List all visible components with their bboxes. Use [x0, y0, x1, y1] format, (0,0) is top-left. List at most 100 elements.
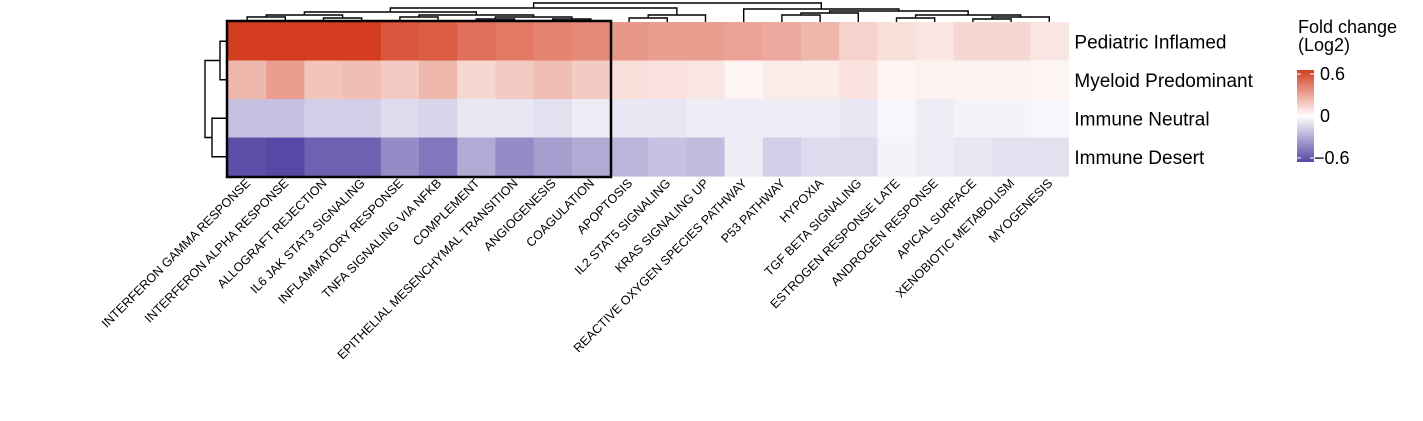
heatmap-cell [915, 137, 955, 177]
row-dendrogram [204, 40, 226, 158]
heatmap-cell [724, 60, 764, 100]
dendrogram-branch [211, 117, 226, 158]
heatmap-cell [724, 22, 764, 62]
heatmap-cell [342, 99, 382, 139]
dendrogram-branch [204, 59, 220, 139]
heatmap-cell [839, 60, 878, 100]
heatmap-cell [648, 60, 687, 100]
row-label: Pediatric Inflamed [1074, 32, 1226, 53]
heatmap-cells [228, 22, 1069, 177]
heatmap-cell [571, 99, 611, 139]
heatmap-cell [419, 22, 458, 62]
row-label: Immune Desert [1074, 148, 1205, 169]
heatmap-cell [457, 137, 496, 177]
heatmap-cell [648, 22, 687, 62]
heatmap-cell [801, 22, 840, 62]
dendrogram-branch [781, 14, 821, 22]
heatmap-cell [533, 60, 573, 100]
heatmap-cell [571, 60, 611, 100]
column-dendrogram [246, 2, 1050, 22]
heatmap-cell [953, 137, 993, 177]
heatmap-cell [915, 99, 955, 139]
heatmap-cell [304, 22, 344, 62]
heatmap-cell [686, 99, 726, 139]
heatmap-cell [342, 60, 382, 100]
heatmap-cell [495, 22, 535, 62]
heatmap-cell [992, 22, 1031, 62]
row-label: Immune Neutral [1074, 109, 1209, 130]
heatmap-cell [801, 99, 840, 139]
heatmap-cell [457, 22, 496, 62]
heatmap-cell [1030, 99, 1069, 139]
heatmap-cell [495, 137, 535, 177]
heatmap-cell [915, 22, 955, 62]
heatmap-cell [571, 22, 611, 62]
legend-color-bar [1297, 70, 1314, 162]
heatmap-cell [724, 99, 764, 139]
column-label: COAGULATION [523, 176, 597, 250]
heatmap-cell [495, 60, 535, 100]
heatmap-cell [419, 137, 458, 177]
heatmap-cell [992, 99, 1031, 139]
heatmap-cell [762, 22, 802, 62]
heatmap-cell [762, 60, 802, 100]
heatmap-cell [380, 22, 420, 62]
heatmap-cell [610, 22, 649, 62]
heatmap-cell [915, 60, 955, 100]
heatmap-cell [953, 60, 993, 100]
row-labels: Pediatric Inflamed Myeloid Predominant Imm… [1074, 32, 1253, 169]
heatmap-cell [495, 99, 535, 139]
heatmap-cell [533, 99, 573, 139]
heatmap-cell [801, 137, 840, 177]
heatmap-cell [533, 137, 573, 177]
heatmap-cell [419, 99, 458, 139]
heatmap-cell [380, 60, 420, 100]
heatmap-cell [304, 99, 344, 139]
column-label: EPITHELIAL MESENCHYMAL TRANSITION [335, 176, 521, 362]
heatmap-cell [228, 99, 267, 139]
heatmap-cell [1030, 22, 1069, 62]
heatmap-cell [228, 60, 267, 100]
heatmap-cell [571, 137, 611, 177]
heatmap-cell [228, 137, 267, 177]
heatmap-cell [457, 99, 496, 139]
color-legend: Fold change (Log2) 0.6 0 −0.6 [1297, 17, 1397, 168]
heatmap-cell [610, 137, 649, 177]
heatmap-cell [304, 137, 344, 177]
heatmap-cell [686, 22, 726, 62]
heatmap-cell [419, 60, 458, 100]
heatmap-cell [533, 22, 573, 62]
column-label: INTERFERON GAMMA RESPONSE [99, 176, 253, 330]
legend-min-label: −0.6 [1314, 148, 1350, 168]
heatmap-cell [877, 137, 917, 177]
heatmap-cell [839, 22, 878, 62]
heatmap-cell [266, 99, 305, 139]
heatmap-cell [610, 99, 649, 139]
heatmap-cell [266, 60, 305, 100]
legend-title-line1: Fold change [1298, 17, 1397, 37]
heatmap-cell [648, 99, 687, 139]
heatmap-cell [648, 137, 687, 177]
heatmap-cell [877, 60, 917, 100]
heatmap-cell [1030, 137, 1069, 177]
dendrogram-branch [532, 2, 822, 9]
legend-max-label: 0.6 [1320, 64, 1345, 84]
heatmap-cell [1030, 60, 1069, 100]
legend-mid-label: 0 [1320, 106, 1330, 126]
heatmap-cell [228, 22, 267, 62]
heatmap-cell [686, 60, 726, 100]
heatmap-cell [304, 60, 344, 100]
dendrogram-branch [895, 17, 936, 22]
highlight-box [225, 19, 613, 179]
heatmap-cell [877, 22, 917, 62]
column-label: COMPLEMENT [410, 176, 483, 249]
heatmap-cell [839, 99, 878, 139]
legend-title-line2: (Log2) [1298, 35, 1350, 55]
heatmap-cell [953, 99, 993, 139]
heatmap-cell [724, 137, 764, 177]
heatmap-cell [380, 99, 420, 139]
heatmap-cell [953, 22, 993, 62]
dendrogram-branch [219, 40, 226, 81]
heatmap-cell [762, 99, 802, 139]
